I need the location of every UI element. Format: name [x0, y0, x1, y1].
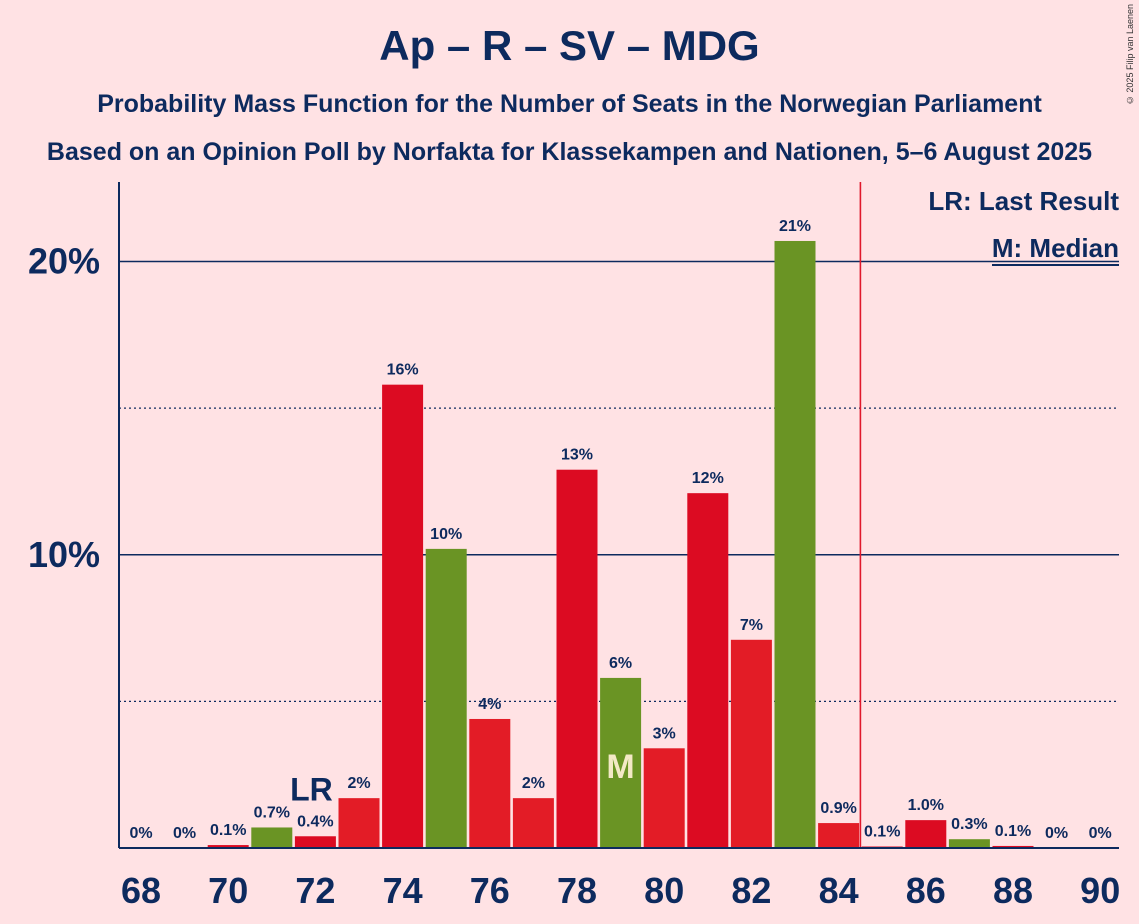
y-tick-label: 10%: [28, 534, 100, 575]
bar-75: [425, 548, 467, 848]
bar-label-83: 21%: [779, 218, 811, 235]
bar-71: [251, 827, 293, 848]
x-tick-label-74: 74: [383, 870, 423, 911]
bar-78: [556, 469, 598, 848]
bar-label-79: 6%: [609, 655, 632, 672]
x-tick-label-88: 88: [993, 870, 1033, 911]
bar-label-76: 4%: [478, 696, 501, 713]
bar-84: [818, 823, 860, 848]
bar-label-85: 0.1%: [864, 824, 900, 841]
x-tick-label-80: 80: [644, 870, 684, 911]
bar-label-78: 13%: [561, 447, 593, 464]
x-tick-label-86: 86: [906, 870, 946, 911]
legend-last-result: LR: Last Result: [928, 186, 1119, 216]
chart-title: Ap – R – SV – MDG: [379, 22, 760, 69]
bar-label-72: 0.4%: [297, 813, 333, 830]
x-tick-label-78: 78: [557, 870, 597, 911]
bar-label-74: 16%: [387, 362, 419, 379]
x-tick-label-76: 76: [470, 870, 510, 911]
x-tick-label-84: 84: [819, 870, 859, 911]
bar-label-89: 0%: [1045, 825, 1068, 842]
bar-86: [905, 820, 947, 848]
legend-median: M: Median: [991, 233, 1119, 266]
bar-label-73: 2%: [347, 775, 370, 792]
bar-70: [207, 845, 249, 848]
bar-label-71: 0.7%: [254, 804, 290, 821]
bar-label-82: 7%: [740, 617, 763, 634]
last-result-marker: LR: [290, 771, 333, 807]
bar-label-70: 0.1%: [210, 822, 246, 839]
bar-79: [600, 677, 642, 848]
bar-74: [382, 384, 424, 848]
x-tick-label-82: 82: [731, 870, 771, 911]
x-tick-label-72: 72: [295, 870, 335, 911]
bar-76: [469, 718, 511, 848]
median-marker: M: [606, 748, 634, 786]
bar-80: [643, 748, 685, 848]
chart-subtitle-poll: Based on an Opinion Poll by Norfakta for…: [46, 138, 1093, 166]
bar-label-86: 1.0%: [908, 797, 944, 814]
bar-label-75: 10%: [430, 526, 462, 543]
bar-83: [774, 240, 816, 848]
bar-72: [294, 836, 336, 848]
x-tick-label-68: 68: [121, 870, 161, 911]
y-tick-label: 20%: [28, 241, 100, 282]
bar-81: [687, 493, 729, 848]
bar-label-69: 0%: [173, 825, 196, 842]
bar-label-84: 0.9%: [820, 800, 856, 817]
bar-77: [512, 798, 554, 848]
bar-label-81: 12%: [692, 470, 724, 487]
x-tick-label-70: 70: [208, 870, 248, 911]
bar-82: [730, 639, 772, 848]
bar-label-80: 3%: [653, 725, 676, 742]
bar-label-77: 2%: [522, 775, 545, 792]
bar-87: [948, 839, 990, 848]
bar-73: [338, 798, 380, 848]
x-tick-label-90: 90: [1080, 870, 1120, 911]
bar-label-68: 0%: [129, 825, 152, 842]
bar-label-87: 0.3%: [951, 816, 987, 833]
bar-88: [992, 845, 1034, 848]
bar-label-88: 0.1%: [995, 823, 1031, 840]
chart-subtitle: Probability Mass Function for the Number…: [97, 90, 1042, 118]
bar-label-90: 0%: [1089, 825, 1112, 842]
